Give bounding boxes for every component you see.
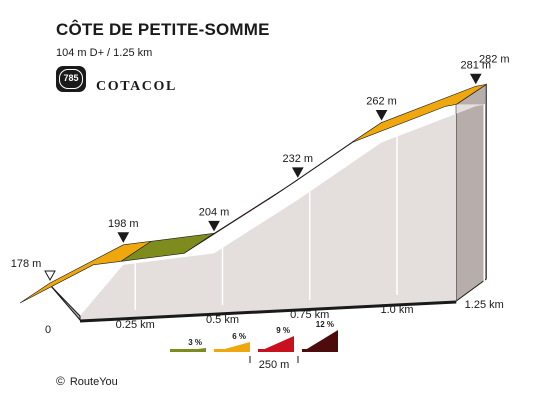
x-tick-label: 1.0 km bbox=[380, 304, 413, 316]
climb-stats: 104 m D+ / 1.25 km bbox=[56, 47, 153, 59]
legend-label: 6 % bbox=[232, 332, 246, 341]
page-title: CÔTE DE PETITE-SOMME bbox=[56, 20, 270, 39]
x-tick-label: 0 bbox=[45, 324, 51, 336]
elevation-marker-icon bbox=[469, 73, 482, 85]
slope-surface bbox=[19, 84, 487, 304]
legend-swatch bbox=[302, 330, 338, 352]
legend-swatch-base bbox=[170, 349, 206, 352]
elevation-label: 204 m bbox=[199, 206, 230, 218]
legend-label: 9 % bbox=[276, 326, 290, 335]
profile-left-edge bbox=[49, 284, 81, 322]
legend-label: 3 % bbox=[188, 338, 202, 347]
elevation-marker-icon bbox=[208, 220, 220, 232]
legend-swatch bbox=[258, 336, 294, 352]
elevation-label: 232 m bbox=[283, 153, 314, 165]
copyright-notice: © RouteYou bbox=[56, 374, 118, 388]
x-tick-label: 0.75 km bbox=[290, 309, 329, 321]
legend-label: 12 % bbox=[316, 320, 334, 329]
profile-front-face bbox=[80, 104, 487, 320]
elevation-label: 282 m bbox=[479, 53, 510, 65]
gradient-legend bbox=[170, 330, 338, 363]
elevation-label: 178 m bbox=[11, 258, 42, 270]
profile-base-line bbox=[79, 300, 457, 323]
cotacol-badge: 785 bbox=[56, 66, 86, 92]
x-tick-label: 1.25 km bbox=[465, 299, 504, 311]
credit-text: RouteYou bbox=[69, 376, 118, 388]
elevation-marker-icon bbox=[291, 167, 304, 178]
legend-swatch-base bbox=[214, 349, 250, 352]
x-tick-label: 0.5 km bbox=[206, 314, 239, 326]
elevation-marker-icon bbox=[117, 232, 130, 243]
gridlines bbox=[134, 104, 485, 310]
elevation-label: 262 m bbox=[366, 96, 397, 108]
x-tick-label: 0.25 km bbox=[116, 319, 155, 331]
legend-swatch-base bbox=[302, 349, 338, 352]
elevation-label: 198 m bbox=[108, 218, 139, 230]
cotacol-logo-text: COTACOL bbox=[96, 79, 177, 94]
elevation-label: 281 m bbox=[460, 59, 491, 71]
cotacol-number: 785 bbox=[59, 69, 83, 89]
legend-swatch-base bbox=[258, 349, 294, 352]
profile-side-face bbox=[455, 83, 487, 302]
copyright-icon: © bbox=[56, 374, 65, 388]
elevation-marker-icon bbox=[375, 110, 388, 121]
gradient-segment bbox=[351, 84, 487, 143]
elevation-marker-icon bbox=[44, 270, 56, 282]
scale-label: 250 m bbox=[259, 359, 290, 371]
